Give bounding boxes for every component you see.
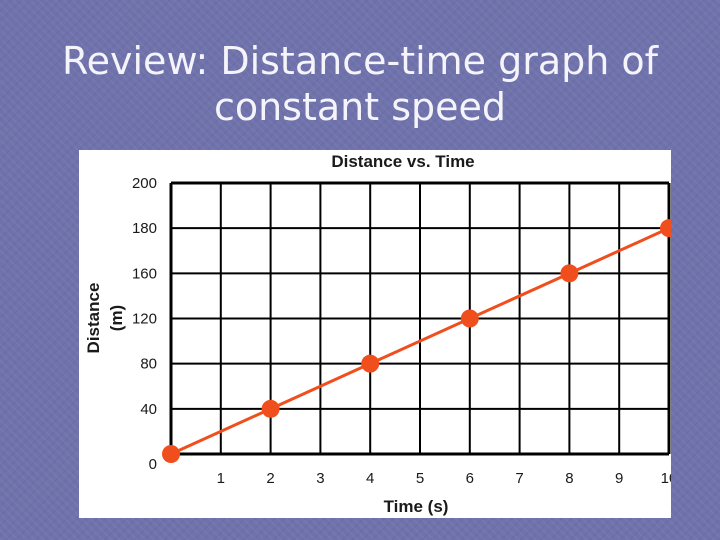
x-tick-label: 8 xyxy=(565,470,573,487)
y-axis-label-line-2: (m) xyxy=(107,305,126,331)
data-point xyxy=(261,399,280,418)
x-tick-label: 4 xyxy=(366,470,374,487)
x-tick-label: 6 xyxy=(466,470,474,487)
y-axis-label-line-1: Distance xyxy=(84,283,103,354)
chart-tick-labels: 1 2 3 4 5 6 7 8 9 10 0 40 80 120 160 180 200 xyxy=(132,175,671,487)
slide-title-line-2: constant speed xyxy=(213,85,507,129)
y-tick-label: 120 xyxy=(132,311,157,328)
chart-title: Distance vs. Time xyxy=(331,152,474,171)
slide-title: Review: Distance-time graph of constant … xyxy=(0,38,720,130)
x-tick-label: 1 xyxy=(217,470,225,487)
y-tick-label: 0 xyxy=(149,456,157,473)
x-tick-label: 9 xyxy=(615,470,623,487)
y-axis-label: Distance (m) xyxy=(84,283,126,354)
x-tick-label: 5 xyxy=(416,470,424,487)
chart-series xyxy=(162,219,671,463)
data-point xyxy=(560,264,579,283)
x-tick-label: 10 xyxy=(661,470,671,487)
distance-time-chart: Distance vs. Time 1 2 3 4 5 6 7 8 9 10 0 40 80 120 160… xyxy=(84,152,671,516)
x-tick-label: 2 xyxy=(266,470,274,487)
x-axis-label: Time (s) xyxy=(384,497,449,516)
series-line xyxy=(170,226,670,456)
data-point xyxy=(460,309,479,328)
y-tick-label: 40 xyxy=(140,401,157,418)
chart-panel: Distance vs. Time 1 2 3 4 5 6 7 8 9 10 0 40 80 120 160… xyxy=(79,150,671,518)
data-point xyxy=(660,219,671,238)
y-tick-label: 200 xyxy=(132,175,157,192)
y-tick-label: 160 xyxy=(132,265,157,282)
chart-grid xyxy=(169,181,671,456)
slide-title-line-1: Review: Distance-time graph of xyxy=(61,39,659,83)
x-tick-label: 3 xyxy=(316,470,324,487)
data-point xyxy=(361,354,380,373)
data-point xyxy=(162,445,180,463)
y-tick-label: 180 xyxy=(132,220,157,237)
y-tick-label: 80 xyxy=(140,356,157,373)
x-tick-label: 7 xyxy=(515,470,523,487)
